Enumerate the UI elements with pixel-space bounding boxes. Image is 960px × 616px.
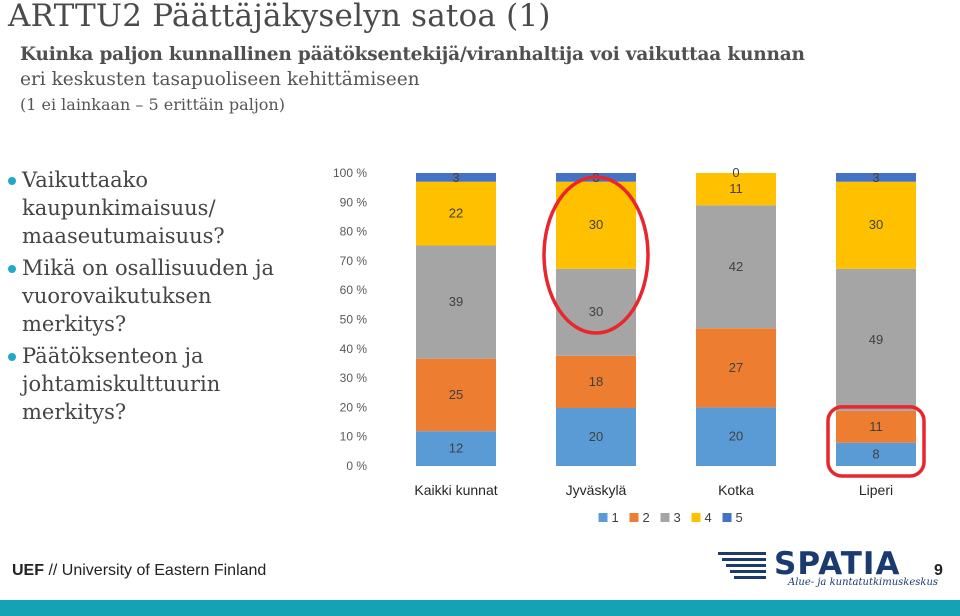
data-label: 30 [589, 217, 603, 232]
y-tick-label: 0 % [346, 459, 367, 473]
bar-segment-3 [696, 205, 776, 329]
bar-segment-2 [836, 410, 916, 443]
logo-subtext: Alue- ja kuntatutkimuskeskus [788, 577, 939, 588]
x-tick-label: Kotka [718, 482, 754, 498]
bullet-text: Vaikuttaako kaupunkimaisuus/ maaseutumai… [22, 168, 225, 248]
bar-segment-1 [696, 407, 776, 466]
footer-uef-label: UEF [12, 562, 44, 579]
subtitle-line-1: Kuinka paljon kunnallinen päätöksentekij… [20, 44, 805, 65]
data-label: 49 [869, 332, 883, 347]
data-label: 3 [872, 170, 879, 185]
slide-title: ARTTU2 Päättäjäkyselyn satoa (1) [8, 0, 551, 34]
legend-label: 1 [612, 510, 619, 525]
legend-swatch [722, 513, 732, 522]
bar-segment-1 [836, 442, 916, 466]
bar-segment-2 [416, 358, 496, 432]
bar-segment-1 [416, 431, 496, 466]
bar-segment-3 [556, 268, 636, 356]
data-label: 3 [452, 170, 459, 185]
bar-segment-3 [416, 245, 496, 359]
y-tick-label: 80 % [340, 225, 368, 239]
y-tick-label: 10 % [340, 430, 368, 444]
x-tick-label: Liperi [859, 482, 893, 498]
data-label: 11 [869, 419, 883, 434]
legend-swatch [660, 513, 670, 522]
y-tick-label: 60 % [340, 283, 368, 297]
bullet-dot-icon [8, 265, 16, 273]
bullet-item: Vaikuttaako kaupunkimaisuus/ maaseutumai… [8, 166, 308, 250]
bullet-dot-icon [8, 353, 16, 361]
bar-segment-4 [696, 173, 776, 206]
data-label: 30 [869, 217, 883, 232]
legend-label: 2 [643, 510, 650, 525]
highlight-rect [826, 405, 926, 478]
y-tick-label: 30 % [340, 371, 368, 385]
logo-text: SPATIA [774, 546, 901, 582]
y-tick-label: 20 % [340, 400, 368, 414]
subtitle-line-2: eri keskusten tasapuoliseen kehittämisee… [20, 69, 420, 90]
legend-swatch [691, 513, 701, 522]
page-number: 9 [934, 562, 943, 579]
data-label: 18 [589, 374, 603, 389]
y-tick-label: 70 % [340, 254, 368, 268]
slide-subtitle: Kuinka paljon kunnallinen päätöksentekij… [20, 42, 950, 117]
data-label: 20 [729, 429, 743, 444]
data-label: 22 [449, 206, 463, 221]
data-label: 39 [449, 294, 463, 309]
data-label: 20 [589, 429, 603, 444]
bar-segment-2 [696, 328, 776, 408]
data-label: 12 [449, 441, 463, 456]
x-tick-label: Jyväskylä [566, 482, 627, 498]
bar-segment-1 [556, 407, 636, 466]
bullet-item: Päätöksenteon ja johtamiskulttuurin merk… [8, 342, 308, 426]
legend-swatch [598, 513, 608, 522]
bottom-bar [0, 600, 960, 616]
bar-segment-5 [836, 173, 916, 182]
data-label: 30 [589, 304, 603, 319]
bar-segment-5 [416, 173, 496, 182]
footer-university: UEF // University of Eastern Finland [12, 562, 266, 580]
stacked-bar-chart: 0 % 10 % 20 % 30 % 40 % 50 % 60 % 70 % 80 % 90 % 1… [333, 165, 926, 525]
legend-label: 3 [674, 510, 681, 525]
bar-segment-4 [416, 181, 496, 246]
y-tick-label: 40 % [340, 342, 368, 356]
data-label: 25 [449, 387, 463, 402]
y-tick-label: 50 % [340, 313, 368, 327]
bar-segment-4 [556, 181, 636, 269]
y-tick-label: 90 % [340, 195, 368, 209]
footer-university-label: // University of Eastern Finland [44, 562, 267, 579]
spatia-logo: SPATIA Alue- ja kuntatutkimuskeskus [718, 546, 938, 588]
bar-segment-3 [836, 268, 916, 411]
bullet-text: Mikä on osallisuuden ja vuorovaikutuksen… [22, 256, 274, 336]
legend-label: 4 [705, 510, 712, 525]
legend-swatch [629, 513, 639, 522]
legend-label: 5 [736, 510, 743, 525]
spatia-logo-mark-icon [718, 552, 766, 579]
bullet-list: Vaikuttaako kaupunkimaisuus/ maaseutumai… [8, 166, 308, 430]
data-label: 27 [729, 360, 743, 375]
bullet-dot-icon [8, 177, 16, 185]
data-label: 8 [872, 446, 879, 461]
data-label: 11 [729, 181, 743, 196]
highlight-ellipse [542, 175, 650, 335]
bar-segment-4 [836, 181, 916, 269]
data-label: 0 [732, 165, 739, 180]
bullet-text: Päätöksenteon ja johtamiskulttuurin merk… [22, 344, 221, 424]
bullet-item: Mikä on osallisuuden ja vuorovaikutuksen… [8, 254, 308, 338]
bar-segment-2 [556, 355, 636, 408]
data-label: 42 [729, 259, 743, 274]
subtitle-line-3: (1 ei lainkaan – 5 erittäin paljon) [20, 95, 285, 114]
y-tick-label: 100 % [333, 166, 367, 180]
x-tick-label: Kaikki kunnat [414, 482, 497, 498]
